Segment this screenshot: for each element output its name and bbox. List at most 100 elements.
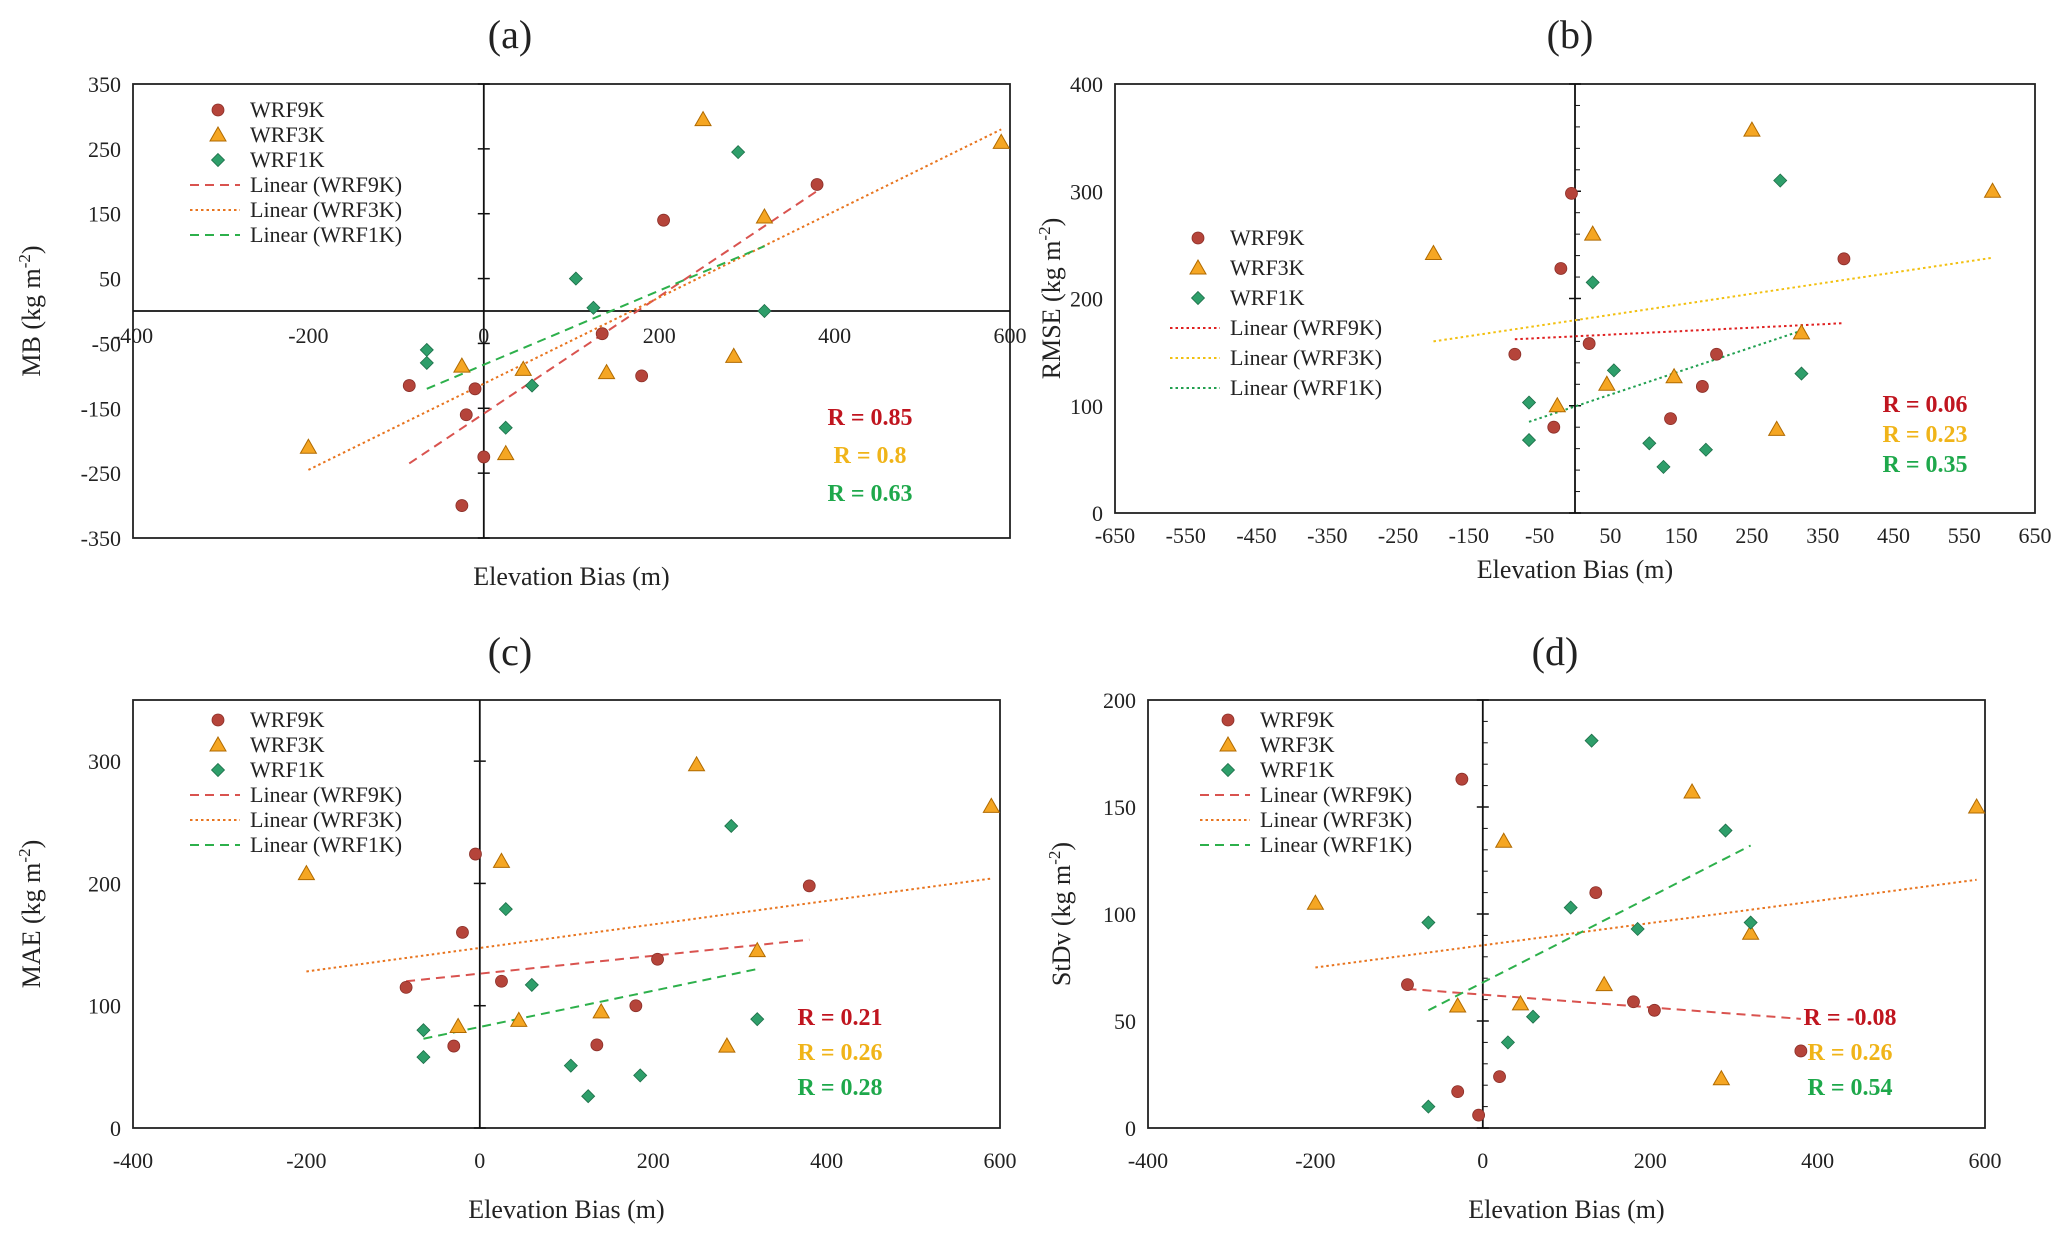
trendline-linear-wrf3k (1315, 878, 1977, 969)
x-tick-label: 250 (1735, 523, 1768, 548)
data-point-wrf1k (1718, 823, 1733, 838)
correlation-label: R = 0.26 (797, 1040, 882, 1066)
data-point-wrf3k (297, 864, 316, 881)
y-tick-label: 100 (1103, 902, 1136, 927)
trendline-linear-wrf9k (408, 190, 818, 465)
series-wrf9k (402, 178, 824, 512)
x-tick-label: 0 (478, 323, 489, 348)
legend-marker-wrf9k (211, 713, 225, 727)
series-wrf9k (1401, 772, 1808, 1122)
legend-label: Linear (WRF1K) (250, 222, 402, 247)
data-point-wrf9k (402, 379, 416, 392)
correlation-label: R = 0.28 (797, 1075, 882, 1101)
legend-label: WRF9K (1260, 707, 1335, 732)
panel-b-rmse-chart: (b) 0 100 200 300 400 -650 -550 -450 -350 -250 -150… (1035, 12, 2052, 584)
y-tick-label: 50 (1114, 1009, 1136, 1034)
legend-label: WRF9K (250, 707, 325, 732)
panel-d-stdv-chart: (d) 0 50 100 150 200 -400 -200 0 200 400 600 Elevati… (1045, 629, 2002, 1224)
data-point-wrf3k (1983, 182, 2002, 198)
correlation-label: R = -0.08 (1804, 1005, 1897, 1031)
data-point-wrf9k (1710, 347, 1723, 361)
y-tick-label: 150 (88, 202, 121, 227)
data-point-wrf3k (1424, 244, 1443, 260)
legend-label: Linear (WRF9K) (1260, 782, 1412, 807)
data-point-wrf3k (687, 755, 706, 772)
x-tick-label: 50 (1599, 523, 1621, 548)
data-point-wrf1k (568, 271, 583, 286)
data-point-wrf9k (802, 879, 816, 893)
x-tick-label: -200 (286, 1148, 326, 1173)
data-point-wrf3k (748, 941, 767, 958)
correlation-label: R = 0.8 (833, 443, 906, 469)
x-tick-label: 400 (1801, 1148, 1834, 1173)
data-point-wrf1k (1525, 1009, 1541, 1024)
series-wrf3k (1306, 783, 1986, 1086)
data-point-wrf3k (1792, 323, 1811, 340)
data-point-wrf9k (1451, 1085, 1465, 1099)
y-tick-label: 350 (88, 72, 121, 97)
correlation-label: R = 0.63 (827, 481, 912, 507)
y-tick-label: 250 (88, 137, 121, 162)
x-tick-label: 400 (818, 323, 851, 348)
legend-label: Linear (WRF3K) (250, 807, 402, 832)
data-point-wrf3k (1548, 396, 1567, 413)
trendline-linear-wrf3k (306, 877, 992, 973)
data-point-wrf3k (1967, 797, 1986, 814)
data-point-wrf9k (1695, 380, 1709, 393)
x-tick-label: -200 (288, 323, 328, 348)
x-axis-title: Elevation Bias (m) (473, 562, 669, 591)
x-tick-label: 600 (994, 323, 1027, 348)
data-point-wrf3k (509, 1011, 528, 1027)
legend-label: Linear (WRF9K) (1230, 315, 1382, 340)
x-axis-title: Elevation Bias (m) (1477, 555, 1673, 584)
data-point-wrf9k (1472, 1108, 1486, 1122)
x-tick-label: 450 (1877, 523, 1910, 548)
data-point-wrf1k (1630, 921, 1645, 937)
panel-label: (c) (488, 629, 532, 674)
data-point-wrf1k (1773, 173, 1788, 188)
data-point-wrf9k (1589, 886, 1603, 899)
legend-marker-wrf1k (1220, 762, 1236, 778)
x-tick-label: -550 (1166, 523, 1206, 548)
data-point-wrf9k (447, 1039, 461, 1053)
data-point-wrf3k (1741, 924, 1760, 940)
data-point-wrf3k (1597, 375, 1616, 391)
y-tick-label: 200 (1070, 287, 1103, 312)
correlation-label: R = 0.23 (1882, 422, 1967, 448)
series-wrf3k (1424, 121, 2002, 436)
series-wrf1k (1421, 733, 1758, 1114)
y-tick-label: 0 (1125, 1116, 1136, 1141)
data-point-wrf1k (419, 355, 434, 370)
data-point-wrf3k (1511, 994, 1530, 1011)
y-tick-label: -150 (81, 396, 121, 421)
data-point-wrf3k (592, 1002, 611, 1019)
x-tick-label: -400 (1128, 1148, 1168, 1173)
plot-area-frame (132, 699, 1001, 1129)
legend-marker-wrf1k (210, 762, 226, 778)
data-point-wrf3k (514, 360, 533, 376)
data-point-wrf3k (755, 207, 774, 224)
data-point-wrf1k (524, 977, 539, 992)
trendline-linear-wrf1k (1528, 329, 1802, 423)
series-wrf3k (297, 755, 1001, 1053)
data-point-wrf1k (633, 1068, 648, 1083)
data-point-wrf1k (419, 342, 434, 357)
data-point-wrf3k (992, 133, 1011, 149)
x-axis-title: Elevation Bias (m) (1468, 1195, 1664, 1224)
panel-label: (d) (1532, 629, 1579, 674)
y-axis-title: StDv (kg m-2) (1045, 842, 1076, 986)
data-point-wrf9k (1794, 1044, 1808, 1058)
x-tick-label: 600 (1969, 1148, 2002, 1173)
panel-label: (a) (488, 12, 532, 57)
correlation-label: R = 0.06 (1882, 392, 1967, 418)
trendline-linear-wrf9k (406, 938, 810, 983)
data-point-wrf3k (1743, 121, 1761, 137)
data-point-wrf9k (459, 408, 473, 422)
x-tick-label: -400 (113, 323, 153, 348)
data-point-wrf9k (590, 1038, 604, 1052)
data-point-wrf9k (1837, 252, 1851, 266)
legend-label: Linear (WRF9K) (250, 782, 402, 807)
